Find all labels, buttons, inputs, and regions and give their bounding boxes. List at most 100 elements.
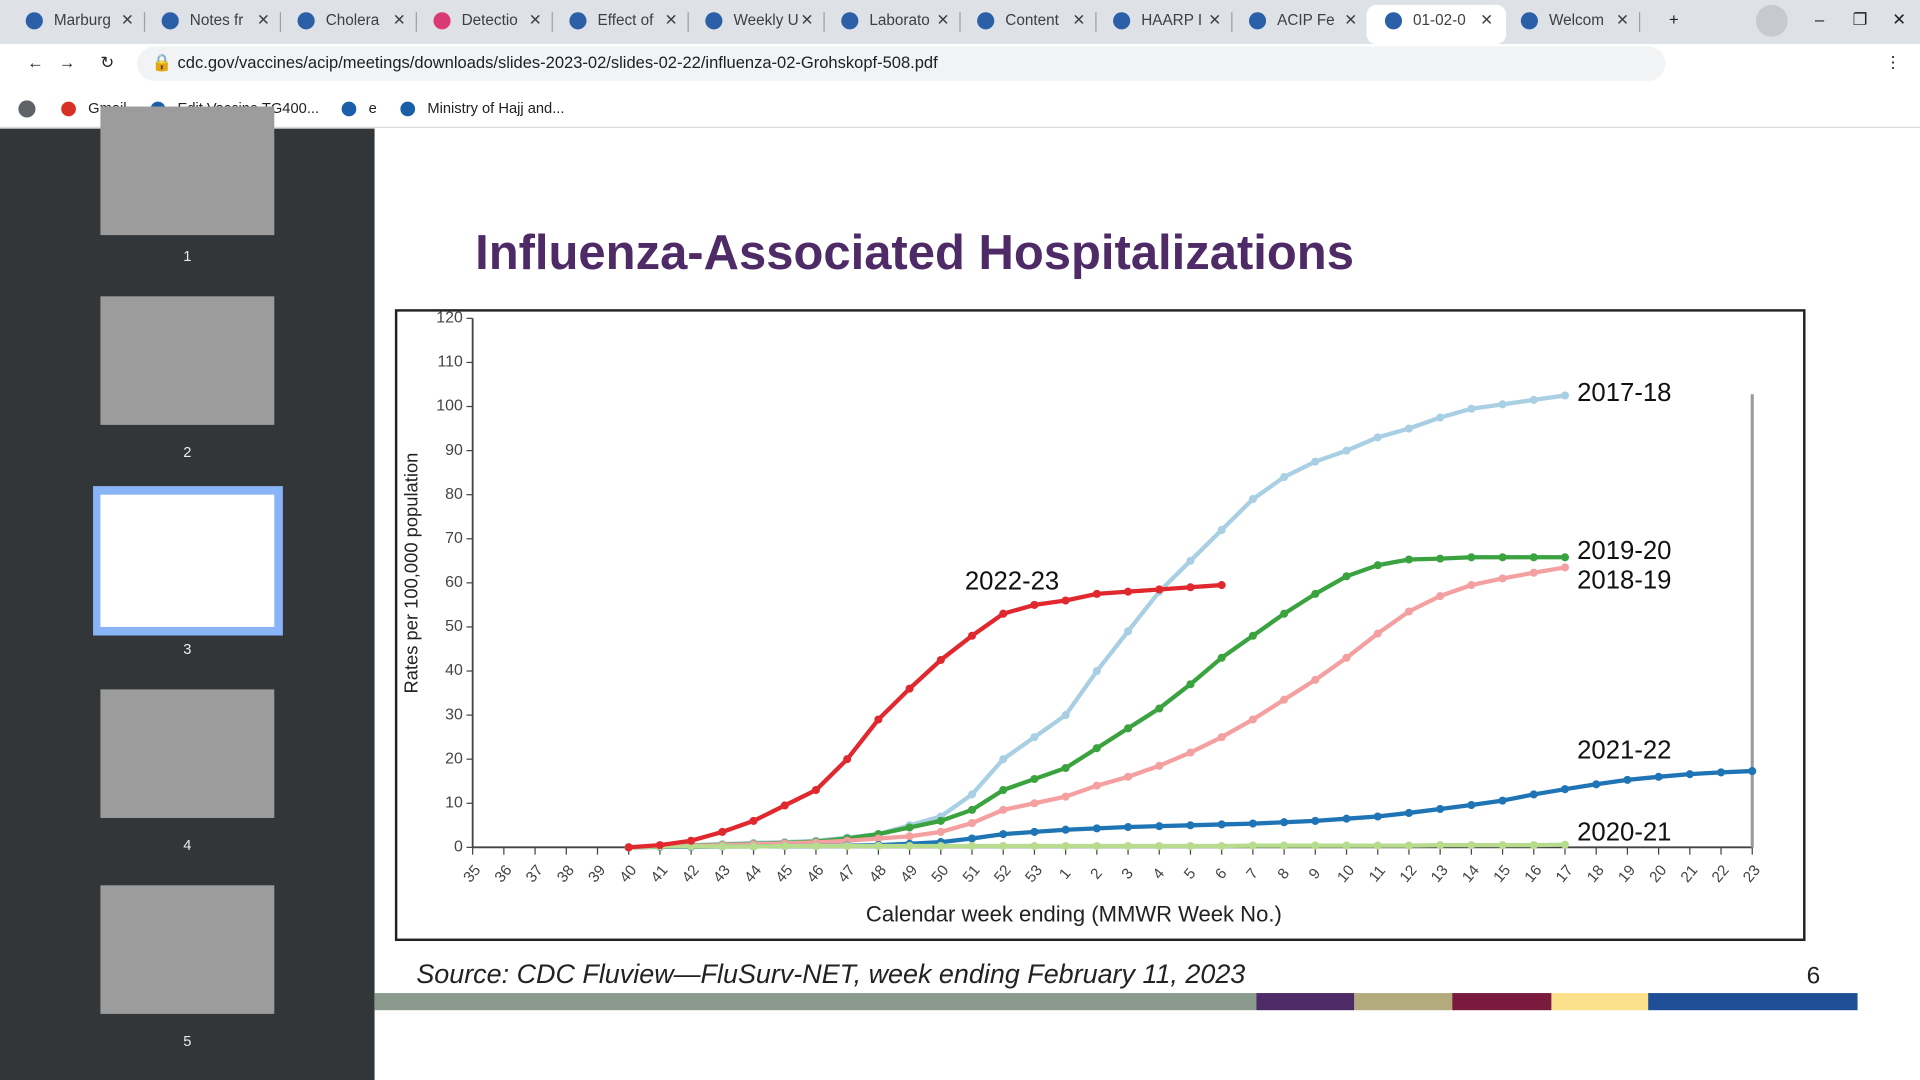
y-tick-label: 40 <box>445 662 463 679</box>
data-point <box>1030 733 1039 742</box>
data-point <box>999 786 1008 795</box>
tab-title[interactable]: Marburg <box>54 12 111 29</box>
data-point <box>1092 589 1101 598</box>
data-point <box>1186 821 1195 830</box>
footer-bar <box>1551 993 1649 1011</box>
tab-close[interactable]: ✕ <box>393 12 406 29</box>
omnibox[interactable] <box>137 46 1666 81</box>
data-point <box>1529 568 1538 577</box>
reload-button[interactable]: ↻ <box>100 53 114 72</box>
back-button[interactable]: ← <box>27 53 44 72</box>
tab-close[interactable]: ✕ <box>121 12 134 29</box>
x-tick-label: 36 <box>492 862 516 886</box>
tab-close[interactable]: ✕ <box>665 12 678 29</box>
tab-close[interactable]: ✕ <box>1208 12 1221 29</box>
data-point <box>1311 457 1320 466</box>
data-point <box>1373 841 1382 850</box>
tab-active[interactable] <box>1366 4 1507 45</box>
x-tick-label: 21 <box>1677 862 1701 886</box>
url[interactable]: cdc.gov/vaccines/acip/meetings/downloads… <box>178 53 939 72</box>
tab-title[interactable]: Laborato <box>869 12 929 29</box>
page-thumbnail[interactable] <box>100 296 275 425</box>
data-point <box>1280 695 1289 704</box>
tab-title[interactable]: Effect of <box>598 12 655 29</box>
tab-close[interactable]: ✕ <box>1344 12 1357 29</box>
tab-title[interactable]: 01-02-0 <box>1413 12 1466 29</box>
data-point <box>1373 629 1382 638</box>
data-point <box>1248 819 1257 828</box>
tab-close[interactable]: ✕ <box>1480 12 1493 29</box>
data-point <box>655 841 664 850</box>
data-point <box>1467 800 1476 810</box>
tab-title[interactable]: Cholera <box>326 12 380 29</box>
data-point <box>749 816 758 825</box>
tab-title[interactable]: ACIP Fe <box>1277 12 1335 29</box>
tab-title[interactable]: Content <box>1005 12 1059 29</box>
forward-button[interactable]: → <box>59 53 76 72</box>
tab-close[interactable]: ✕ <box>257 12 270 29</box>
tab-title[interactable]: Weekly U <box>733 12 798 29</box>
data-point <box>999 755 1008 764</box>
tab-close[interactable]: ✕ <box>1072 12 1085 29</box>
minimize[interactable]: – <box>1815 10 1825 29</box>
restore[interactable]: ❐ <box>1853 10 1868 29</box>
data-point <box>1217 733 1226 742</box>
data-point <box>1654 772 1663 781</box>
page-thumbnail[interactable] <box>100 885 275 1014</box>
tab-close[interactable]: ✕ <box>936 12 949 29</box>
data-point <box>1155 822 1164 831</box>
data-point <box>1404 424 1413 433</box>
footer-bar <box>1354 993 1453 1011</box>
x-tick-label: 15 <box>1490 862 1514 886</box>
y-tick-label: 80 <box>445 486 463 503</box>
x-tick-label: 50 <box>928 862 952 886</box>
tab-favicon <box>161 12 179 30</box>
page-thumbnail[interactable] <box>100 494 275 627</box>
tab-close[interactable]: ✕ <box>1616 12 1629 29</box>
tab-favicon <box>1384 12 1403 30</box>
tab-favicon <box>705 12 723 30</box>
tab-title[interactable]: Notes fr <box>190 12 244 29</box>
bookmark-icon <box>18 100 36 118</box>
data-point <box>1217 841 1226 851</box>
new-tab[interactable]: + <box>1669 10 1679 29</box>
tab-title[interactable]: Detectio <box>462 12 518 29</box>
data-point <box>1217 653 1226 662</box>
data-point <box>936 827 945 836</box>
page-thumbnail[interactable] <box>100 689 275 818</box>
footer-bar <box>1452 993 1552 1011</box>
data-point <box>1092 666 1101 676</box>
data-point <box>1092 841 1101 851</box>
data-point <box>967 834 977 843</box>
data-point <box>780 841 789 851</box>
bookmark[interactable]: Ministry of Hajj and... <box>427 101 564 117</box>
data-point <box>905 823 914 832</box>
tab-title[interactable]: HAARP I <box>1141 12 1202 29</box>
x-tick-label: 18 <box>1584 862 1608 886</box>
x-tick-label: 41 <box>648 862 672 886</box>
x-tick-label: 13 <box>1428 862 1452 886</box>
data-point <box>967 631 977 640</box>
data-point <box>1092 781 1101 790</box>
data-point <box>936 655 945 665</box>
tab-search[interactable] <box>1755 4 1788 37</box>
tab-close[interactable]: ✕ <box>801 12 814 29</box>
lock-icon[interactable]: 🔒 <box>152 53 173 72</box>
data-point <box>1623 775 1632 784</box>
data-point <box>1124 724 1133 733</box>
series-label: 2021-22 <box>1577 737 1671 765</box>
bookmark[interactable]: e <box>369 101 377 117</box>
data-point <box>1061 825 1070 834</box>
tab-title[interactable]: Welcom <box>1549 12 1604 29</box>
data-point <box>1311 589 1320 598</box>
menu[interactable]: ⋮ <box>1885 53 1902 72</box>
page-thumbnail[interactable] <box>100 106 275 236</box>
data-point <box>749 842 758 851</box>
x-tick-label: 42 <box>679 862 703 886</box>
tab-favicon <box>1113 12 1131 30</box>
tab-favicon <box>841 12 859 30</box>
close-window[interactable]: ✕ <box>1892 10 1906 29</box>
tab-close[interactable]: ✕ <box>529 12 542 29</box>
page-number: 6 <box>1807 963 1821 990</box>
data-point <box>1092 824 1101 833</box>
